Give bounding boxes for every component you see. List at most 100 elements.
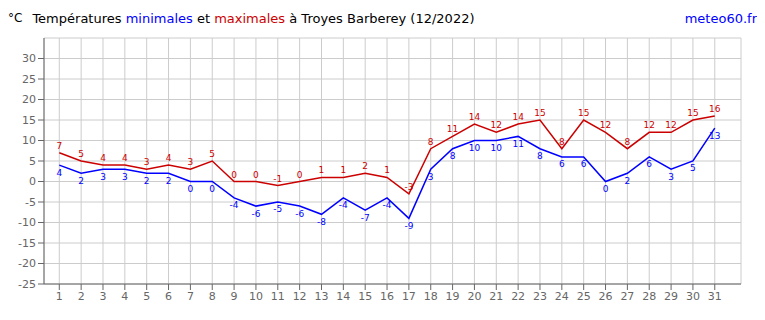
svg-text:28: 28: [642, 290, 656, 303]
svg-text:12: 12: [665, 120, 676, 130]
svg-text:8: 8: [450, 151, 456, 161]
svg-text:-7: -7: [361, 213, 370, 223]
svg-text:-10: -10: [18, 216, 36, 229]
svg-text:7: 7: [56, 141, 62, 151]
svg-text:4: 4: [166, 153, 172, 163]
svg-text:26: 26: [599, 290, 613, 303]
svg-text:10: 10: [491, 143, 503, 153]
svg-text:25: 25: [577, 290, 591, 303]
svg-text:-4: -4: [383, 200, 392, 210]
svg-text:-3: -3: [404, 182, 413, 192]
svg-text:5: 5: [29, 155, 36, 168]
svg-text:6: 6: [559, 159, 565, 169]
svg-text:19: 19: [446, 290, 460, 303]
svg-text:29: 29: [664, 290, 678, 303]
svg-text:-8: -8: [317, 217, 326, 227]
svg-text:14: 14: [469, 112, 481, 122]
svg-text:24: 24: [555, 290, 569, 303]
svg-text:4: 4: [121, 290, 128, 303]
svg-text:0: 0: [29, 175, 36, 188]
svg-text:3: 3: [100, 172, 106, 182]
svg-text:2: 2: [78, 176, 84, 186]
svg-text:18: 18: [424, 290, 438, 303]
svg-text:14: 14: [512, 112, 524, 122]
svg-text:-5: -5: [273, 204, 282, 214]
svg-text:7: 7: [187, 290, 194, 303]
svg-text:11: 11: [447, 124, 458, 134]
svg-text:1: 1: [319, 165, 325, 175]
svg-text:0: 0: [188, 184, 194, 194]
svg-text:10: 10: [469, 143, 481, 153]
svg-text:-4: -4: [230, 200, 239, 210]
svg-text:-6: -6: [251, 209, 260, 219]
svg-text:10: 10: [22, 134, 36, 147]
svg-text:-9: -9: [404, 221, 413, 231]
svg-text:5: 5: [690, 163, 696, 173]
svg-text:1: 1: [56, 290, 63, 303]
svg-text:20: 20: [22, 93, 36, 106]
svg-text:25: 25: [22, 73, 36, 86]
svg-text:23: 23: [533, 290, 547, 303]
svg-text:12: 12: [293, 290, 307, 303]
svg-text:15: 15: [22, 114, 36, 127]
svg-text:4: 4: [56, 168, 62, 178]
svg-text:2: 2: [166, 176, 172, 186]
svg-text:15: 15: [687, 108, 698, 118]
svg-text:16: 16: [709, 104, 721, 114]
svg-text:12: 12: [600, 120, 611, 130]
svg-text:8: 8: [625, 137, 631, 147]
svg-text:2: 2: [144, 176, 150, 186]
svg-text:15: 15: [534, 108, 545, 118]
svg-text:12: 12: [491, 120, 502, 130]
svg-text:2: 2: [78, 290, 85, 303]
svg-text:-15: -15: [18, 237, 36, 250]
svg-text:1: 1: [340, 165, 346, 175]
svg-text:-1: -1: [273, 174, 282, 184]
svg-text:-6: -6: [295, 209, 304, 219]
svg-text:3: 3: [188, 157, 194, 167]
svg-text:14: 14: [336, 290, 350, 303]
svg-text:8: 8: [209, 290, 216, 303]
svg-text:0: 0: [603, 184, 609, 194]
svg-text:2: 2: [362, 161, 368, 171]
svg-text:3: 3: [144, 157, 150, 167]
svg-text:-25: -25: [18, 278, 36, 291]
svg-text:6: 6: [165, 290, 172, 303]
svg-text:8: 8: [537, 151, 543, 161]
svg-text:12: 12: [644, 120, 655, 130]
svg-text:6: 6: [581, 159, 587, 169]
svg-text:11: 11: [512, 139, 523, 149]
svg-text:27: 27: [620, 290, 634, 303]
svg-text:16: 16: [380, 290, 394, 303]
svg-text:31: 31: [708, 290, 722, 303]
svg-text:4: 4: [100, 153, 106, 163]
svg-text:11: 11: [271, 290, 285, 303]
svg-text:8: 8: [428, 137, 434, 147]
svg-text:4: 4: [122, 153, 128, 163]
svg-text:5: 5: [143, 290, 150, 303]
svg-text:6: 6: [646, 159, 652, 169]
svg-text:20: 20: [467, 290, 481, 303]
svg-text:13: 13: [709, 131, 720, 141]
svg-text:3: 3: [428, 172, 434, 182]
svg-text:0: 0: [297, 170, 303, 180]
svg-text:21: 21: [489, 290, 503, 303]
svg-text:-20: -20: [18, 257, 36, 270]
svg-text:15: 15: [578, 108, 589, 118]
svg-text:-5: -5: [25, 196, 36, 209]
svg-text:17: 17: [402, 290, 416, 303]
svg-text:0: 0: [209, 184, 215, 194]
svg-text:13: 13: [314, 290, 328, 303]
svg-text:1: 1: [384, 165, 390, 175]
svg-text:3: 3: [99, 290, 106, 303]
svg-text:9: 9: [231, 290, 238, 303]
svg-text:30: 30: [22, 52, 36, 65]
svg-text:0: 0: [253, 170, 259, 180]
svg-text:3: 3: [122, 172, 128, 182]
svg-text:-4: -4: [339, 200, 348, 210]
svg-text:3: 3: [668, 172, 674, 182]
svg-text:5: 5: [78, 149, 84, 159]
svg-text:22: 22: [511, 290, 525, 303]
svg-text:5: 5: [209, 149, 215, 159]
svg-text:10: 10: [249, 290, 263, 303]
